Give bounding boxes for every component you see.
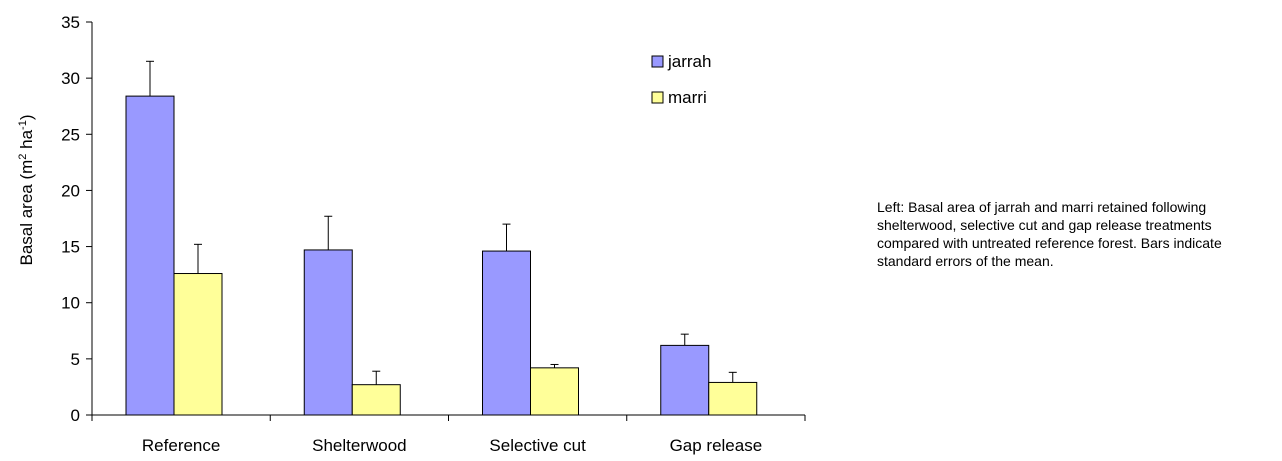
bar-jarrah bbox=[303, 249, 353, 416]
y-tick-label: 5 bbox=[71, 350, 80, 369]
y-axis-label-text-3: ) bbox=[17, 114, 36, 120]
legend-label-marri: marri bbox=[668, 88, 707, 107]
bar-marri bbox=[173, 273, 223, 416]
y-axis-label-sup-2: -1 bbox=[17, 120, 29, 130]
y-tick-label: 0 bbox=[71, 406, 80, 425]
y-tick-label: 25 bbox=[61, 125, 80, 144]
y-axis-label-text-2: ha bbox=[17, 129, 36, 153]
x-tick-label: Shelterwood bbox=[312, 436, 407, 455]
svg-text:Basal area (m2 ha-1): Basal area (m2 ha-1) bbox=[17, 114, 36, 265]
y-tick-label: 20 bbox=[61, 181, 80, 200]
x-tick-label: Gap release bbox=[670, 436, 763, 455]
y-axis-label-sup-1: 2 bbox=[17, 154, 29, 160]
y-axis-label: Basal area (m2 ha-1) bbox=[17, 114, 36, 265]
bar-jarrah bbox=[482, 250, 531, 416]
bar-marri bbox=[708, 381, 758, 416]
y-tick-label: 30 bbox=[61, 69, 80, 88]
figure-caption: Left: Basal area of jarrah and marri ret… bbox=[877, 199, 1222, 269]
y-tick-label: 35 bbox=[61, 13, 80, 32]
legend-label-jarrah: jarrah bbox=[667, 52, 711, 71]
bar-jarrah bbox=[660, 344, 710, 416]
x-tick-label: Reference bbox=[142, 436, 220, 455]
y-tick-label: 10 bbox=[61, 294, 80, 313]
bar-chart: Basal area (m2 ha-1) 0 5 10 15 20 25 30 35 Refer… bbox=[17, 13, 806, 455]
y-tick-label: 15 bbox=[61, 238, 80, 257]
bar-marri bbox=[530, 367, 579, 416]
legend-swatch-jarrah bbox=[651, 55, 664, 68]
y-axis-label-text: Basal area (m bbox=[17, 160, 36, 266]
x-tick-label: Selective cut bbox=[489, 436, 586, 455]
bar-jarrah bbox=[125, 95, 175, 416]
bar-marri bbox=[351, 384, 401, 416]
legend-swatch-marri bbox=[651, 91, 664, 104]
